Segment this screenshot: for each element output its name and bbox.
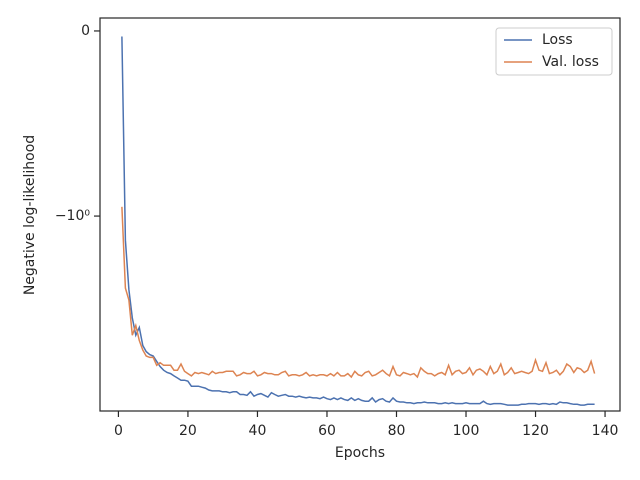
y-tick-label: −10⁰ — [55, 208, 91, 224]
x-tick-label: 60 — [318, 423, 336, 439]
line-series — [121, 36, 595, 406]
x-tick-label: 40 — [249, 423, 267, 439]
x-tick-label: 100 — [453, 423, 480, 439]
x-tick-label: 120 — [522, 423, 549, 439]
x-tick-label: 20 — [179, 423, 197, 439]
x-axis-label: Epochs — [335, 445, 385, 461]
legend-label: Val. loss — [542, 54, 599, 70]
x-tick-label: 0 — [114, 423, 123, 439]
x-tick-label: 80 — [388, 423, 406, 439]
y-axis-label: Negative log-likelihood — [22, 135, 38, 295]
y-tick-label: 0 — [81, 23, 90, 39]
legend-label: Loss — [542, 32, 573, 48]
line-series — [121, 206, 596, 379]
x-tick-label: 140 — [592, 423, 619, 439]
plot-frame — [99, 17, 621, 412]
